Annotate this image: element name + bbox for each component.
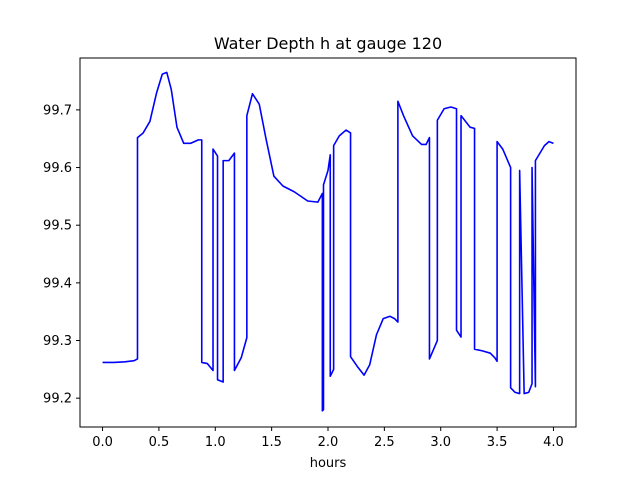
x-tick-label: 3.0 [430,435,451,450]
y-tick-label: 99.6 [43,161,72,176]
x-tick-label: 0.0 [92,435,113,450]
x-tick-label: 1.0 [205,435,226,450]
x-tick-label: 0.5 [149,435,170,450]
y-tick-label: 99.4 [43,276,72,291]
y-tick-label: 99.3 [43,334,72,349]
series-line-0 [102,71,554,412]
plot-area [102,71,554,412]
x-tick-label: 2.5 [374,435,395,450]
y-tick-label: 99.5 [43,219,72,234]
y-axis: 99.2 99.3 99.4 99.5 99.6 99.7 [43,103,80,407]
plot-frame [79,57,577,428]
x-tick-label: 1.5 [261,435,282,450]
x-axis: 0.0 0.5 1.0 1.5 2.0 2.5 3.0 3.5 4.0 [92,427,564,450]
chart-title: Water Depth h at gauge 120 [214,34,442,53]
x-tick-label: 2.0 [318,435,339,450]
y-tick-label: 99.2 [43,392,72,407]
x-tick-label: 3.5 [487,435,508,450]
x-tick-label: 4.0 [543,435,564,450]
y-tick-label: 99.7 [43,103,72,118]
x-axis-label: hours [310,456,347,471]
